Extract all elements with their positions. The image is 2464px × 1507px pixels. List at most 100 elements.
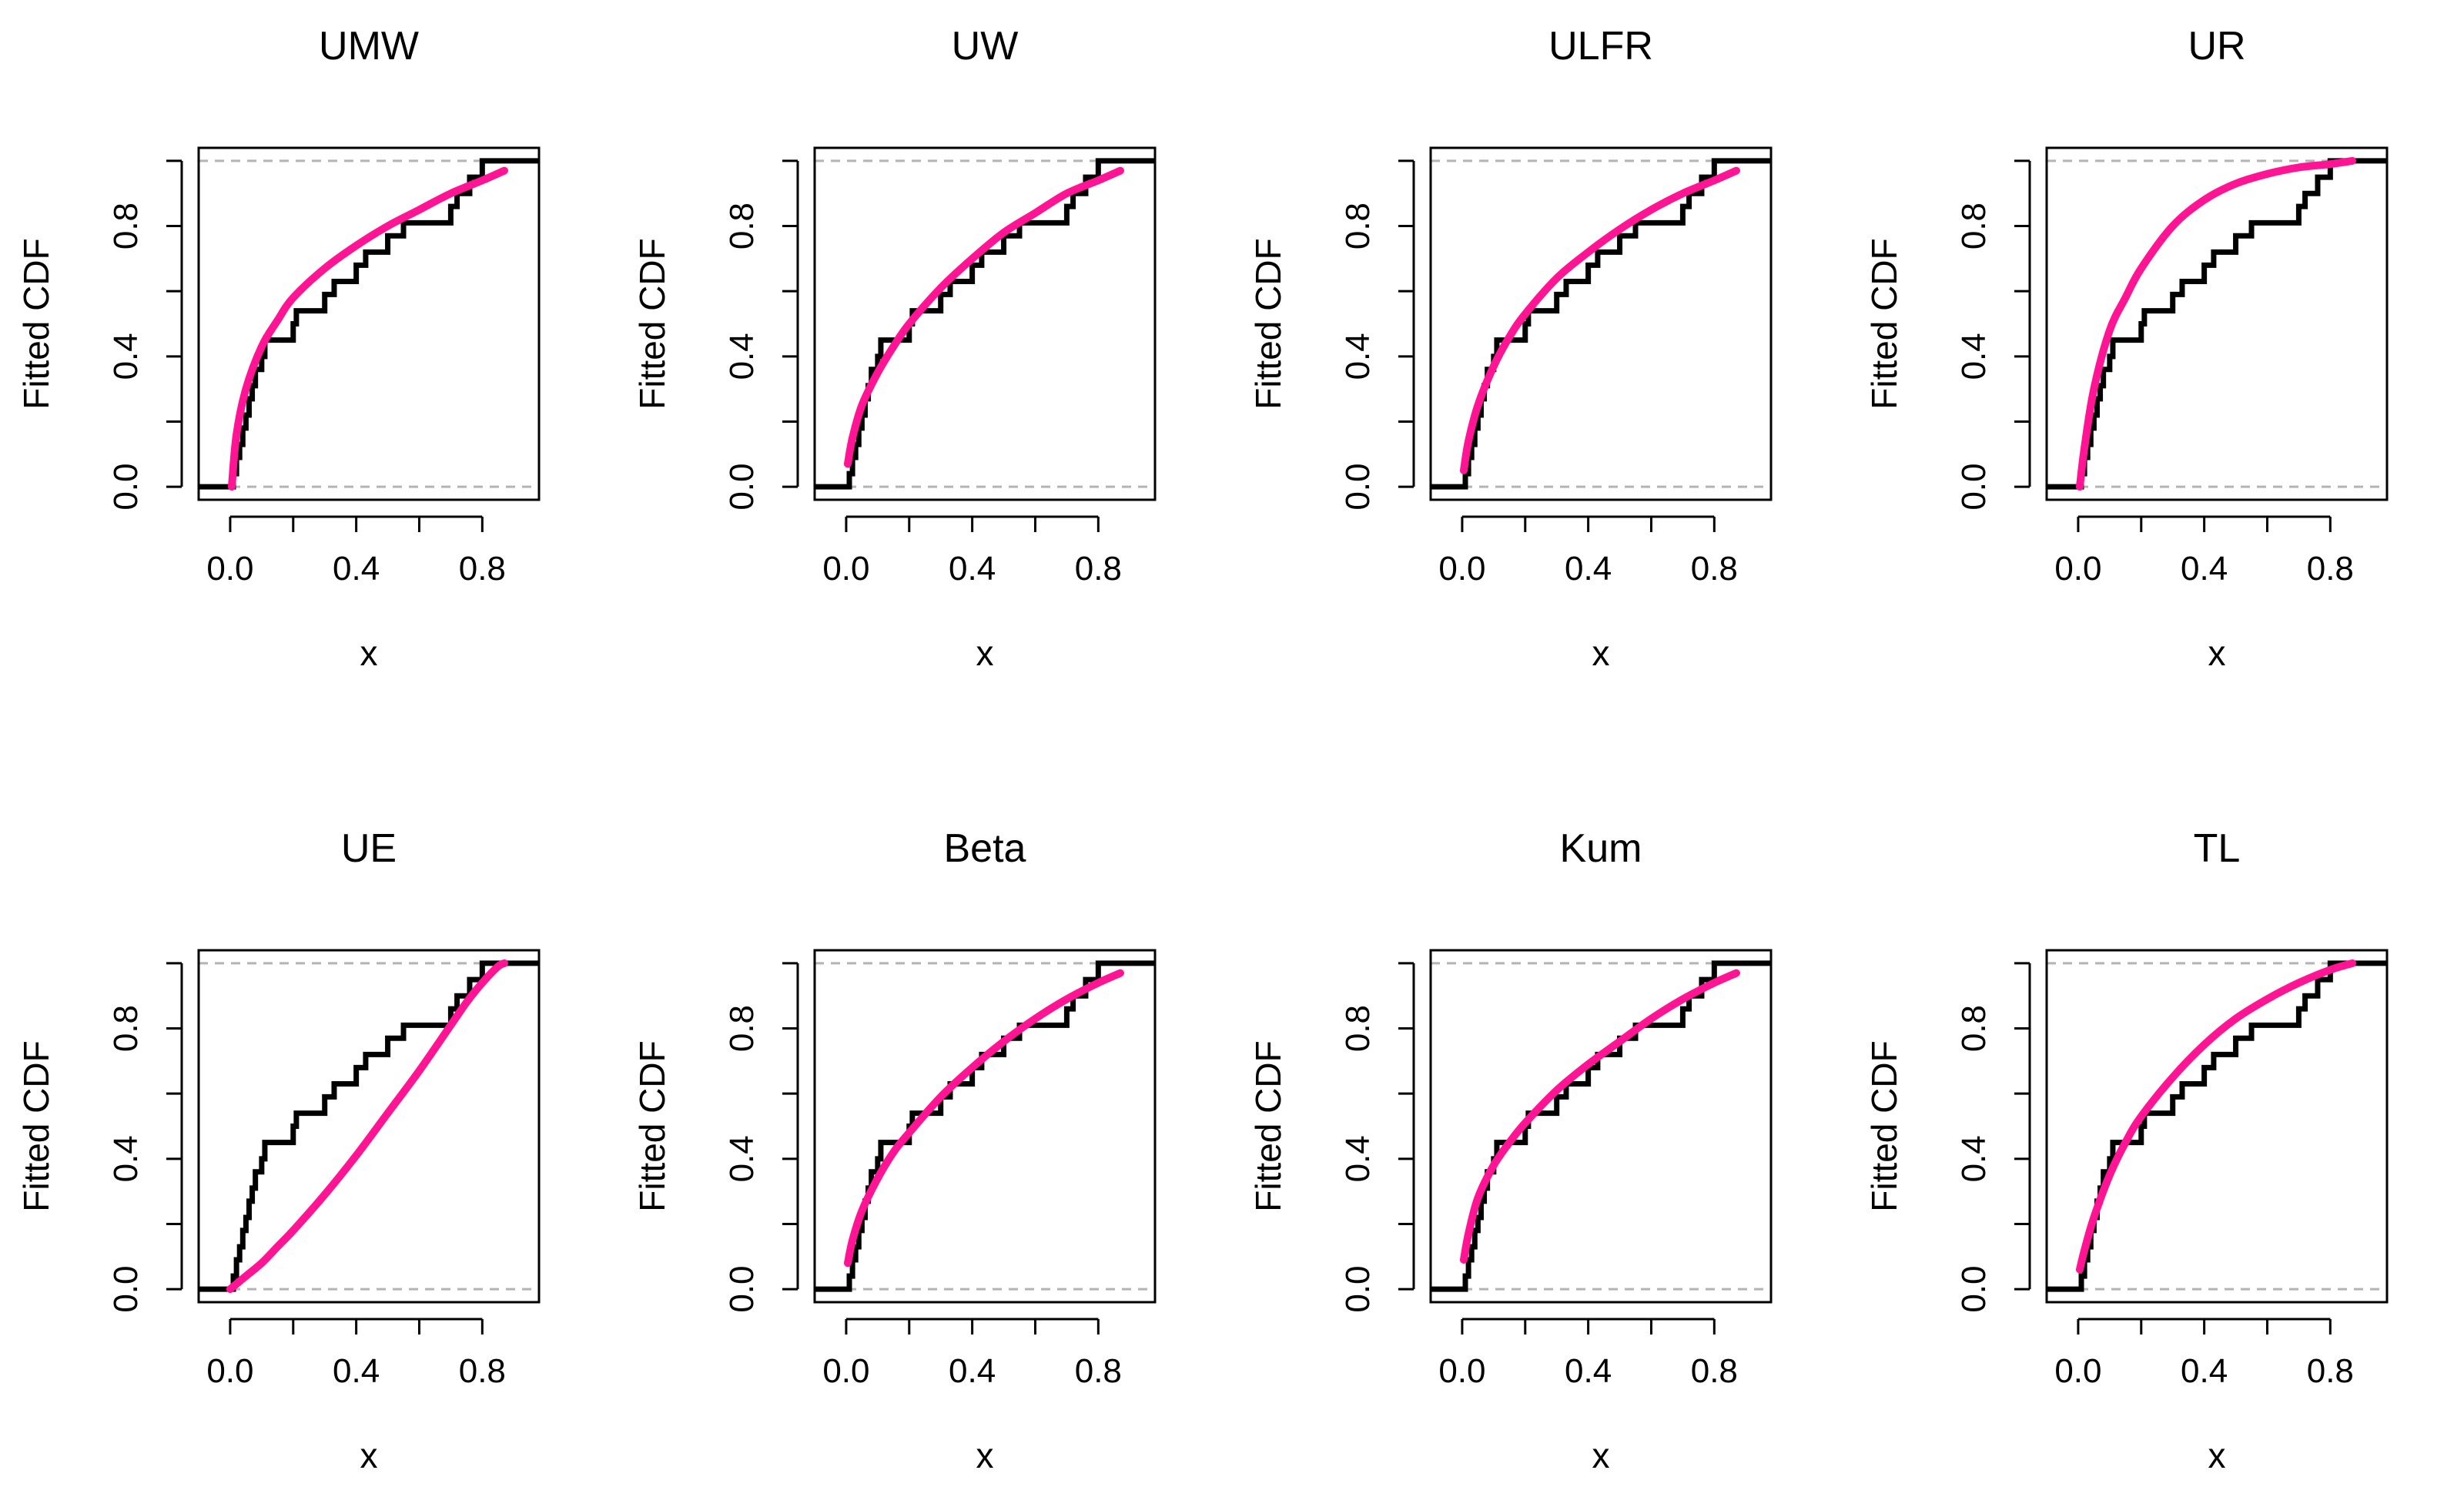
empirical-cdf-step (199, 960, 539, 1292)
y-axis-label: Fitted CDF (16, 1040, 56, 1211)
y-tick-label: 0.4 (107, 1135, 145, 1182)
fitted-cdf-curve (843, 166, 1124, 468)
plot-area (1431, 960, 1771, 1292)
x-tick-label: 0.4 (2181, 1352, 2228, 1390)
x-axis-label: x (1592, 633, 1610, 673)
y-tick-label: 0.4 (1339, 1135, 1377, 1182)
x-axis-label: x (976, 1435, 994, 1475)
chart-title: Beta (944, 826, 1026, 871)
empirical-cdf-step (815, 158, 1155, 490)
x-axis-label: x (360, 1435, 378, 1475)
y-tick-label: 0.0 (107, 1265, 145, 1312)
y-tick-label: 0.4 (107, 333, 145, 380)
y-tick-label: 0.0 (723, 1265, 761, 1312)
y-tick-label: 0.8 (723, 203, 761, 249)
x-tick-label: 0.0 (2054, 550, 2101, 588)
x-axis-label: x (2208, 633, 2226, 673)
y-axis-label: Fitted CDF (1248, 1040, 1288, 1211)
empirical-cdf-step (815, 960, 1155, 1292)
fitted-cdf-curve (226, 959, 508, 1294)
fitted-cdf-curve (1459, 166, 1740, 474)
x-tick-label: 0.0 (1438, 1352, 1485, 1390)
plot-area (2047, 959, 2387, 1292)
y-tick-label: 0.8 (107, 203, 145, 249)
empirical-cdf-step (2047, 960, 2387, 1292)
chart-panel-ue: UE 0.0 0.4 0.8 x 0.0 0.4 0.8 Fitted CDF (16, 826, 541, 1475)
plot-area (1431, 158, 1771, 490)
plot-frame (197, 146, 541, 501)
plot-frame (1429, 949, 1773, 1304)
y-tick-label: 0.0 (1339, 463, 1377, 510)
plot-frame (813, 949, 1157, 1304)
x-tick-label: 0.4 (2181, 550, 2228, 588)
y-tick-label: 0.8 (723, 1005, 761, 1052)
plot-frame (197, 949, 541, 1304)
x-tick-label: 0.8 (459, 550, 506, 588)
x-tick-label: 0.4 (1565, 550, 1612, 588)
x-tick-label: 0.0 (2054, 1352, 2101, 1390)
chart-title: UW (952, 24, 1019, 69)
plot-area (815, 960, 1155, 1292)
chart-panel-umw: UMW 0.0 0.4 0.8 x 0.0 0.4 0.8 Fitted CDF (16, 24, 541, 673)
x-tick-label: 0.8 (459, 1352, 506, 1390)
x-tick-label: 0.4 (949, 1352, 996, 1390)
chart-panel-ur: UR 0.0 0.4 0.8 x 0.0 0.4 0.8 Fitted CDF (1864, 24, 2389, 673)
y-tick-label: 0.8 (1955, 1005, 1993, 1052)
x-axis-label: x (2208, 1435, 2226, 1475)
x-tick-label: 0.4 (333, 1352, 380, 1390)
chart-panel-beta: Beta 0.0 0.4 0.8 x 0.0 0.4 0.8 Fitted CDF (632, 826, 1157, 1475)
y-tick-label: 0.4 (1339, 333, 1377, 380)
y-tick-label: 0.0 (107, 463, 145, 510)
chart-title: UR (2188, 24, 2245, 69)
chart-title: TL (2194, 826, 2241, 871)
y-axis-label: Fitted CDF (1864, 238, 1904, 409)
chart-title: UE (341, 826, 397, 871)
y-tick-label: 0.0 (1955, 463, 1993, 510)
y-tick-label: 0.4 (1955, 1135, 1993, 1182)
x-tick-label: 0.0 (822, 550, 869, 588)
plot-frame (813, 146, 1157, 501)
x-tick-label: 0.8 (2307, 550, 2354, 588)
fitted-cdf-curve (227, 166, 508, 491)
empirical-cdf-step (1431, 158, 1771, 490)
fitted-cdf-curve (1459, 969, 1740, 1264)
x-tick-label: 0.8 (1691, 1352, 1738, 1390)
chart-title: ULFR (1548, 24, 1653, 69)
chart-panel-kum: Kum 0.0 0.4 0.8 x 0.0 0.4 0.8 Fitted CDF (1248, 826, 1773, 1475)
chart-title: UMW (319, 24, 419, 69)
x-tick-label: 0.8 (2307, 1352, 2354, 1390)
y-tick-label: 0.0 (1339, 1265, 1377, 1312)
fitted-cdf-curve (843, 969, 1124, 1268)
y-tick-label: 0.4 (723, 333, 761, 380)
y-axis-label: Fitted CDF (632, 238, 672, 409)
x-tick-label: 0.0 (206, 1352, 253, 1390)
chart-panel-ulfr: ULFR 0.0 0.4 0.8 x 0.0 0.4 0.8 Fitted CDF (1248, 24, 1773, 673)
y-axis-label: Fitted CDF (16, 238, 56, 409)
fitted-cdf-curve (2075, 959, 2356, 1274)
chart-panel-tl: TL 0.0 0.4 0.8 x 0.0 0.4 0.8 Fitted CDF (1864, 826, 2389, 1475)
x-tick-label: 0.0 (206, 550, 253, 588)
y-axis-label: Fitted CDF (632, 1040, 672, 1211)
x-tick-label: 0.4 (949, 550, 996, 588)
x-tick-label: 0.4 (333, 550, 380, 588)
x-tick-label: 0.8 (1691, 550, 1738, 588)
y-axis-label: Fitted CDF (1864, 1040, 1904, 1211)
x-tick-label: 0.0 (822, 1352, 869, 1390)
y-tick-label: 0.0 (723, 463, 761, 510)
y-tick-label: 0.0 (1955, 1265, 1993, 1312)
empirical-cdf-step (2047, 158, 2387, 490)
y-tick-label: 0.4 (723, 1135, 761, 1182)
x-tick-label: 0.0 (1438, 550, 1485, 588)
plot-frame (1429, 146, 1773, 501)
chart-title: Kum (1560, 826, 1642, 871)
plot-area (815, 158, 1155, 490)
y-tick-label: 0.4 (1955, 333, 1993, 380)
y-tick-label: 0.8 (1955, 203, 1993, 249)
y-tick-label: 0.8 (107, 1005, 145, 1052)
empirical-cdf-step (199, 158, 539, 490)
x-axis-label: x (976, 633, 994, 673)
plot-frame (2045, 146, 2389, 501)
y-tick-label: 0.8 (1339, 203, 1377, 249)
plot-area (2047, 156, 2387, 491)
